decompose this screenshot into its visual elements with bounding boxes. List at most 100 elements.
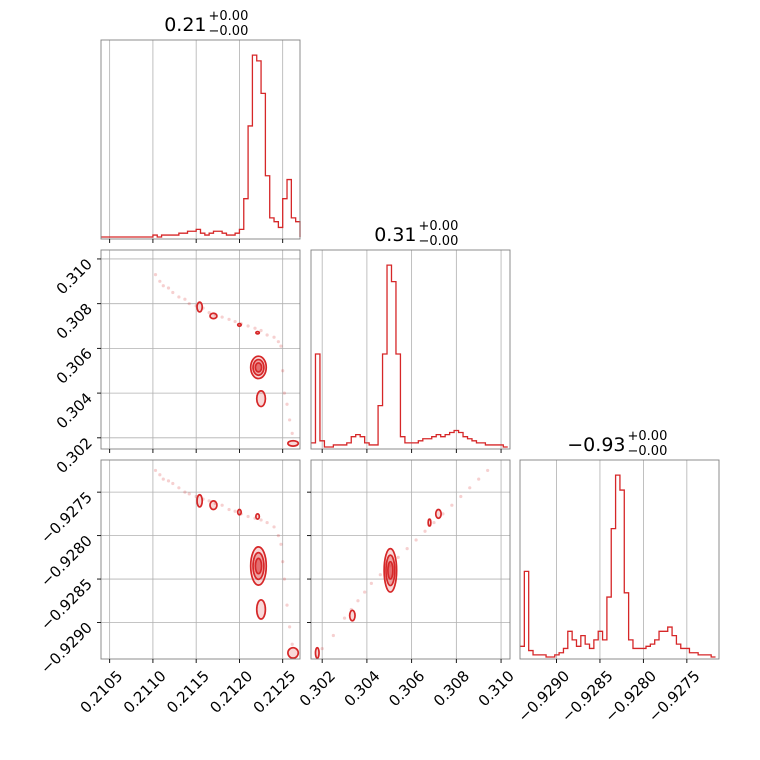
xtick-label-1-0: 0.302 xyxy=(296,667,339,710)
sample-point-1-0 xyxy=(153,468,158,473)
axes-frame-1-0 xyxy=(100,249,301,450)
sample-point-2-4 xyxy=(356,599,360,603)
sample-point-0-7 xyxy=(187,302,191,306)
axes-frame-0-0 xyxy=(100,39,301,240)
contour-2-level-0 xyxy=(196,301,204,313)
sample-point-1-25 xyxy=(285,603,289,607)
histogram-2 xyxy=(520,474,716,658)
axes-frame-2-0 xyxy=(100,459,301,660)
xtick-label-1-3: 0.308 xyxy=(430,667,473,710)
contour-7-level-2 xyxy=(254,557,263,575)
ytick-label-1-4: 0.310 xyxy=(53,255,96,298)
sample-point-1-18 xyxy=(259,518,263,522)
sample-point-2-16 xyxy=(459,494,463,499)
contour-17-level-0 xyxy=(427,518,432,527)
sample-point-1-12 xyxy=(220,503,224,507)
sample-point-1-5 xyxy=(177,486,181,490)
sample-point-1-1 xyxy=(158,473,162,477)
xtick-label-1-4: 0.310 xyxy=(475,667,518,710)
sample-point-0-17 xyxy=(253,326,257,330)
contour-16-level-0 xyxy=(434,508,442,520)
sample-point-0-27 xyxy=(290,431,294,435)
sample-point-0-19 xyxy=(265,333,269,337)
panel-title-lower-error-2: −0.00 xyxy=(628,444,668,459)
sample-point-1-14 xyxy=(233,509,237,513)
tick-marks xyxy=(97,239,688,663)
sample-point-0-1 xyxy=(158,279,162,283)
sample-point-0-21 xyxy=(276,340,280,344)
contour-7-level-1 xyxy=(252,551,265,581)
xtick-label-0-2: 0.2115 xyxy=(163,667,213,717)
contour-15-level-0 xyxy=(348,609,356,622)
sample-point-0-5 xyxy=(177,295,181,299)
xtick-label-0-1: 0.2110 xyxy=(120,667,170,717)
sample-point-2-13 xyxy=(432,520,436,525)
sample-point-1-13 xyxy=(227,507,231,512)
sample-point-1-6 xyxy=(183,490,187,494)
sample-point-1-22 xyxy=(279,542,283,546)
sample-point-2-2 xyxy=(342,616,347,620)
sample-point-0-13 xyxy=(227,317,231,321)
xtick-label-1-1: 0.304 xyxy=(341,667,384,710)
panel-title-upper-error-1: +0.00 xyxy=(419,219,459,234)
ytick-label-1-1: 0.304 xyxy=(53,389,96,432)
axes-frame-2-1 xyxy=(310,459,511,660)
sample-point-1-10 xyxy=(207,499,211,503)
contour-0-level-1 xyxy=(252,358,265,377)
sample-point-1-26 xyxy=(288,625,292,629)
panel-background-0-0 xyxy=(101,40,300,239)
sample-point-1-16 xyxy=(246,514,250,519)
contour-11-level-0 xyxy=(236,508,243,516)
sample-point-0-16 xyxy=(246,324,250,328)
axes-frames xyxy=(100,39,720,660)
contour-3-level-0 xyxy=(209,312,218,320)
panel-title-lower-error-0: −0.00 xyxy=(209,24,249,39)
ytick-label-1-2: 0.306 xyxy=(53,344,96,387)
contour-18-level-0 xyxy=(314,646,320,659)
sample-point-1-20 xyxy=(272,525,276,529)
panel-title-lower-error-1: −0.00 xyxy=(419,234,459,249)
sample-point-1-19 xyxy=(265,520,269,525)
sample-point-2-11 xyxy=(414,538,418,542)
xtick-label-1-2: 0.306 xyxy=(385,667,428,710)
axes-frame-1-1 xyxy=(310,249,511,450)
contour-5-level-0 xyxy=(255,330,261,335)
contour-6-level-0 xyxy=(287,439,300,447)
panel-titles: 0.21 +0.00−0.000.31 +0.00−0.00−0.93 +0.00−0… xyxy=(164,9,667,459)
sample-point-2-19 xyxy=(486,468,490,473)
contour-14-level-2 xyxy=(387,560,394,580)
ytick-label-1-0: 0.302 xyxy=(53,434,96,477)
contour-12-level-0 xyxy=(255,513,261,520)
contour-0-level-2 xyxy=(254,362,263,373)
sample-point-0-18 xyxy=(259,328,263,333)
sample-point-1-7 xyxy=(187,492,191,496)
panel-title-upper-error-2: +0.00 xyxy=(628,429,668,444)
sample-point-0-24 xyxy=(282,391,287,395)
axes-frame-2-2 xyxy=(519,459,720,660)
data-marks xyxy=(101,54,716,659)
sample-point-2-10 xyxy=(405,547,409,551)
panel-background-2-2 xyxy=(520,460,719,659)
panel-background-1-0 xyxy=(101,250,300,449)
panel-title-1: 0.31 +0.00−0.00 xyxy=(374,219,458,249)
panel-title-2: −0.93 +0.00−0.00 xyxy=(567,429,667,459)
sample-point-2-15 xyxy=(450,503,454,507)
sample-point-0-10 xyxy=(207,311,211,315)
sample-point-2-14 xyxy=(441,512,445,516)
panel-title-value-0: 0.21 xyxy=(164,14,206,36)
histogram-1 xyxy=(311,264,508,448)
panel-title-upper-error-0: +0.00 xyxy=(209,9,249,24)
sample-point-0-2 xyxy=(161,284,165,288)
sample-point-2-1 xyxy=(331,633,335,638)
sample-point-2-18 xyxy=(477,477,481,481)
sample-point-0-14 xyxy=(233,319,237,324)
sample-point-0-26 xyxy=(288,418,292,422)
contour-4-level-0 xyxy=(236,322,243,328)
sample-point-2-0 xyxy=(320,646,324,651)
contour-10-level-0 xyxy=(209,499,218,511)
sample-point-2-6 xyxy=(369,581,373,585)
sample-point-1-27 xyxy=(290,642,294,646)
sample-point-2-12 xyxy=(423,529,427,533)
sample-point-1-23 xyxy=(281,560,285,564)
